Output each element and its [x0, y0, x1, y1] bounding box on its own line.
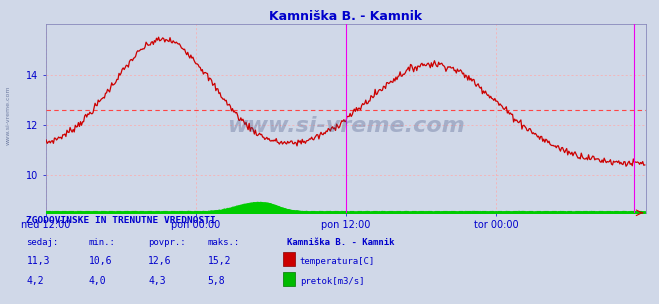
Text: 4,2: 4,2 — [26, 276, 44, 286]
Text: pretok[m3/s]: pretok[m3/s] — [300, 277, 364, 286]
Text: 11,3: 11,3 — [26, 257, 50, 267]
Text: maks.:: maks.: — [208, 238, 240, 247]
Text: min.:: min.: — [89, 238, 116, 247]
Text: 15,2: 15,2 — [208, 257, 231, 267]
Text: sedaj:: sedaj: — [26, 238, 59, 247]
Text: povpr.:: povpr.: — [148, 238, 186, 247]
Title: Kamniška B. - Kamnik: Kamniška B. - Kamnik — [270, 10, 422, 23]
Text: 12,6: 12,6 — [148, 257, 172, 267]
Text: 5,8: 5,8 — [208, 276, 225, 286]
Text: temperatura[C]: temperatura[C] — [300, 257, 375, 267]
Text: ZGODOVINSKE IN TRENUTNE VREDNOSTI: ZGODOVINSKE IN TRENUTNE VREDNOSTI — [26, 216, 216, 226]
Text: 4,0: 4,0 — [89, 276, 107, 286]
Text: Kamniška B. - Kamnik: Kamniška B. - Kamnik — [287, 238, 394, 247]
Text: www.si-vreme.com: www.si-vreme.com — [5, 86, 11, 145]
Text: 10,6: 10,6 — [89, 257, 113, 267]
Text: 4,3: 4,3 — [148, 276, 166, 286]
Text: www.si-vreme.com: www.si-vreme.com — [227, 116, 465, 136]
